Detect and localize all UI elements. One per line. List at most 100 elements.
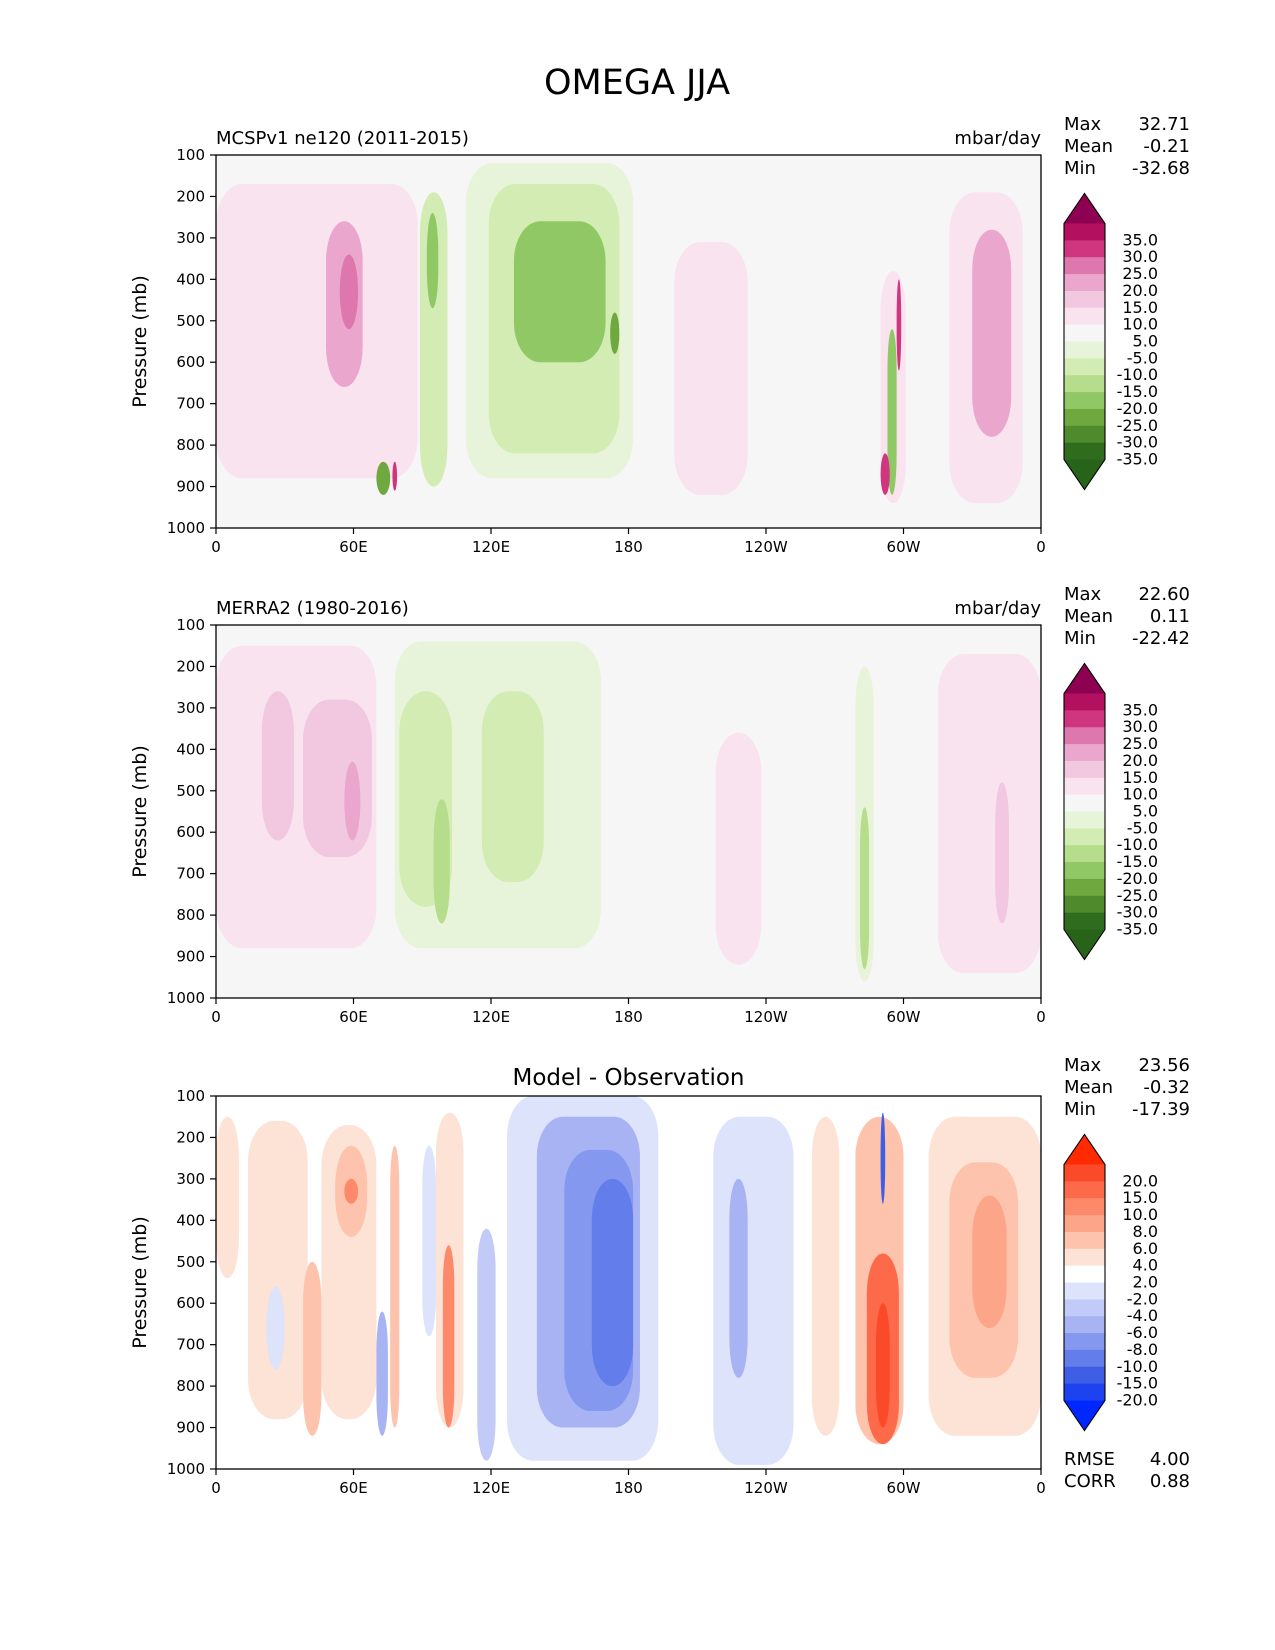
contour-region (303, 699, 372, 858)
colorbar-tick-label: 35.0 (1122, 230, 1158, 249)
contour-region (216, 1116, 239, 1279)
y-tick-label: 200 (176, 1128, 205, 1146)
x-tick-label: 0 (1036, 538, 1046, 556)
contour-region (344, 761, 361, 841)
colorbar-tick-label: -10.0 (1117, 1357, 1158, 1376)
contour-region (713, 1116, 794, 1465)
colorbar-swatch (1064, 794, 1105, 813)
colorbar-tick-label: -20.0 (1117, 869, 1158, 888)
x-tick-label: 120W (744, 1479, 788, 1497)
units-label: mbar/day (954, 128, 1041, 149)
colorbar-tick-label: -25.0 (1117, 886, 1158, 905)
colorbar-swatch (1064, 1383, 1105, 1402)
colorbar-swatch (1064, 811, 1105, 829)
colorbar-swatch (1064, 828, 1105, 846)
colorbar-tick-label: 6.0 (1133, 1239, 1158, 1258)
contour-region (426, 213, 439, 309)
x-tick-label: 180 (614, 1008, 643, 1026)
contour-region (376, 461, 391, 495)
contour-region (442, 1245, 455, 1428)
y-tick-label: 500 (176, 1253, 205, 1271)
colorbar-tick-label: -5.0 (1127, 348, 1158, 367)
panel-title: Model - Observation (512, 1065, 744, 1091)
colorbar-swatch (1064, 1215, 1105, 1233)
x-tick-label: 60W (887, 1008, 921, 1026)
colorbar-swatch (1064, 408, 1105, 427)
x-tick-label: 120E (472, 1008, 510, 1026)
stat-label: Min (1064, 1099, 1096, 1120)
contour-region (896, 279, 902, 371)
y-tick-label: 1000 (167, 519, 205, 537)
y-tick-label: 100 (176, 1087, 205, 1105)
colorbar-swatch (1064, 895, 1105, 914)
y-tick-label: 400 (176, 740, 205, 758)
stat-label: Max (1064, 1055, 1102, 1076)
contour-region (811, 1116, 840, 1436)
colorbar-tick-label: 25.0 (1122, 734, 1158, 753)
y-tick-label: 700 (176, 1336, 205, 1354)
colorbar-tick-label: 30.0 (1122, 247, 1158, 266)
colorbar-tick-label: -2.0 (1127, 1289, 1158, 1308)
contour-region (216, 184, 418, 479)
y-axis-label: Pressure (mb) (129, 275, 151, 408)
stat-label: CORR (1064, 1471, 1116, 1492)
colorbar-outline (1063, 192, 1106, 491)
x-tick-label: 120E (472, 538, 510, 556)
colorbar-swatch (1064, 341, 1105, 359)
colorbar-tick-label: -6.0 (1127, 1323, 1158, 1342)
y-tick-label: 200 (176, 187, 205, 205)
colorbar-outline (1063, 1133, 1106, 1432)
y-tick-label: 300 (176, 229, 205, 247)
colorbar-tick-label: 25.0 (1122, 264, 1158, 283)
contour-region (376, 1311, 388, 1436)
stat-label: Min (1064, 628, 1096, 649)
panel-title: MCSPv1 ne120 (2011-2015) (216, 128, 469, 149)
contour-region (876, 1303, 890, 1428)
contour-region (859, 807, 870, 969)
colorbar-swatch (1064, 307, 1105, 326)
x-tick-label: 180 (614, 538, 643, 556)
colorbar-extend-min (1064, 1400, 1105, 1431)
colorbar-tick-label: -25.0 (1117, 416, 1158, 435)
colorbar-tick-label: 5.0 (1133, 802, 1158, 821)
contour-region (261, 691, 294, 841)
colorbar-swatch (1064, 1349, 1105, 1368)
contour-field (216, 163, 1023, 504)
y-tick-label: 800 (176, 436, 205, 454)
colorbar-tick-label: -4.0 (1127, 1306, 1158, 1325)
stat-label: Max (1064, 114, 1102, 135)
x-tick-label: 0 (211, 1479, 221, 1497)
contour-region (392, 461, 398, 491)
x-tick-label: 180 (614, 1479, 643, 1497)
colorbar-swatch (1064, 290, 1105, 309)
contour-region (972, 1195, 1007, 1329)
panel-difference: 0 60E 120E 180 120W 60W 0 100 200 300 400 500 600 700… (129, 1055, 1190, 1497)
colorbar-swatch (1064, 845, 1105, 863)
colorbar-tick-label: -5.0 (1127, 818, 1158, 837)
x-tick-label: 60E (339, 1008, 368, 1026)
stat-value: -17.39 (1132, 1099, 1190, 1120)
colorbar-swatch (1064, 324, 1105, 343)
x-tick-label: 60W (887, 1479, 921, 1497)
colorbar: 35.030.025.020.015.010.05.0-5.0-10.0-15.… (1063, 192, 1158, 491)
y-tick-label: 500 (176, 312, 205, 330)
colorbar-swatch (1064, 1231, 1105, 1250)
x-tick-label: 120W (744, 538, 788, 556)
y-tick-label: 600 (176, 823, 205, 841)
colorbar-swatch (1064, 693, 1105, 711)
colorbar-tick-label: -20.0 (1117, 1391, 1158, 1410)
colorbar-swatch (1064, 425, 1105, 444)
y-axis-label: Pressure (mb) (129, 1216, 151, 1349)
contour-region (674, 242, 748, 495)
contour-field (216, 1096, 1041, 1465)
colorbar-swatch (1064, 1333, 1105, 1351)
contour-region (880, 1112, 886, 1204)
stat-value: 0.11 (1150, 606, 1190, 627)
colorbar: 35.030.025.020.015.010.05.0-5.0-10.0-15.… (1063, 662, 1158, 961)
contour-region (610, 312, 620, 354)
stat-label: Mean (1064, 606, 1113, 627)
colorbar-swatch (1064, 257, 1105, 275)
y-tick-label: 100 (176, 616, 205, 634)
contour-region (995, 782, 1009, 924)
panel-model: 0 60E 120E 180 120W 60W 0 100 200 300 400 500 600 700… (129, 114, 1190, 556)
